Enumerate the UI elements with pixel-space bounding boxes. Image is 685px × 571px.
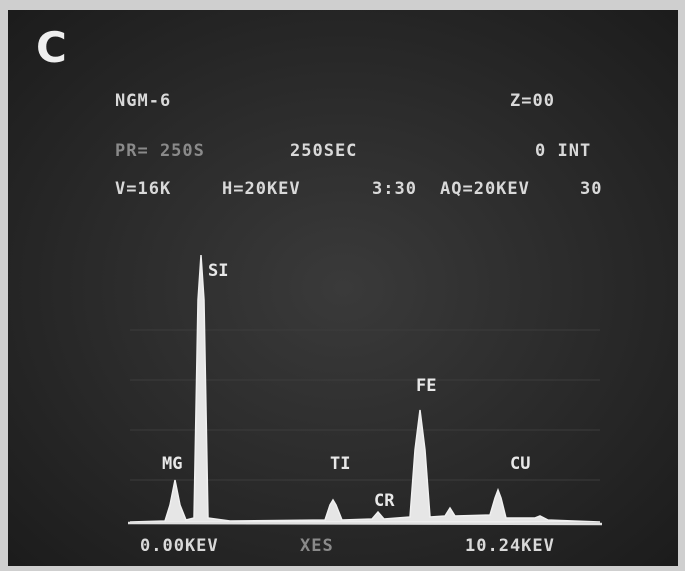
peak-label: TI [330, 454, 350, 474]
time-setting: 3:30 [372, 179, 417, 199]
preset: PR= 250S [115, 141, 205, 161]
peak-label: CU [510, 454, 530, 474]
peak-label: SI [208, 261, 228, 281]
axis-start: 0.00KEV [140, 536, 219, 556]
display [8, 10, 678, 566]
axis-mode: XES [300, 536, 334, 556]
axis-end: 10.24KEV [465, 536, 555, 556]
peak-label: FE [416, 376, 436, 396]
integral: 0 INT [535, 141, 591, 161]
panel-label: C [36, 23, 67, 72]
sample-name: NGM-6 [115, 91, 171, 111]
acquisition-range: AQ=20KEV [440, 179, 530, 199]
z-setting: Z=00 [510, 91, 555, 111]
screen-photo: C NGM-6 Z=00 PR= 250S 250SEC 0 INT V=16K… [0, 0, 685, 571]
peak-label: MG [162, 454, 182, 474]
acquisition-value: 30 [580, 179, 602, 199]
live-time: 250SEC [290, 141, 357, 161]
peak-label: CR [374, 491, 395, 511]
voltage: V=16K [115, 179, 171, 199]
horizontal-range: H=20KEV [222, 179, 301, 199]
baseline [128, 523, 602, 524]
